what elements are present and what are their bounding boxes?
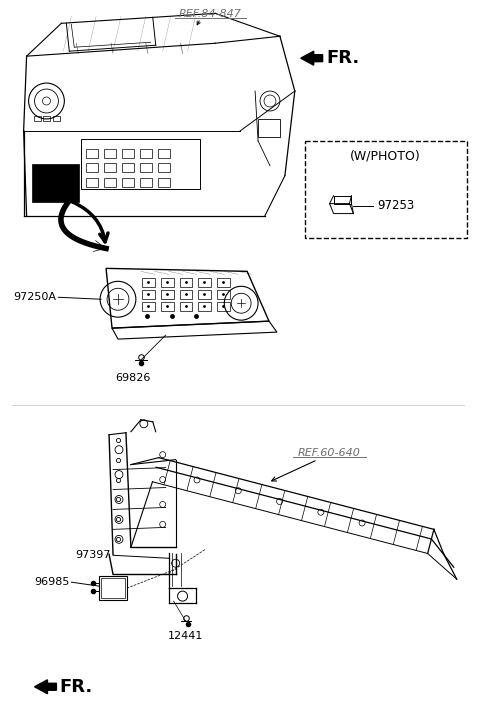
Bar	[86, 149, 98, 158]
Bar	[158, 177, 170, 187]
Text: 96985: 96985	[34, 577, 69, 587]
Bar	[140, 177, 152, 187]
Text: 97253: 97253	[377, 199, 414, 212]
Bar	[198, 290, 211, 300]
FancyArrow shape	[301, 51, 323, 65]
Text: REF.84-847: REF.84-847	[179, 9, 242, 20]
Text: 97397: 97397	[76, 550, 111, 561]
Text: 69826: 69826	[115, 373, 151, 383]
Text: FR.: FR.	[59, 678, 93, 696]
Bar	[33, 116, 41, 121]
Bar	[140, 163, 152, 172]
Bar	[217, 278, 230, 287]
Bar	[180, 302, 193, 311]
Text: (W/PHOTO): (W/PHOTO)	[350, 149, 421, 162]
Bar	[258, 119, 280, 137]
FancyArrow shape	[34, 680, 56, 694]
Bar	[54, 116, 60, 121]
Bar	[161, 290, 174, 300]
Bar	[122, 149, 134, 158]
Bar	[101, 578, 125, 598]
Bar	[86, 163, 98, 172]
Bar	[122, 177, 134, 187]
Bar	[43, 116, 51, 121]
Bar	[140, 149, 152, 158]
Bar	[198, 302, 211, 311]
Bar	[161, 278, 174, 287]
Bar	[99, 577, 127, 600]
Bar	[104, 149, 116, 158]
Bar	[217, 290, 230, 300]
Bar	[142, 302, 155, 311]
Bar	[142, 290, 155, 300]
Bar	[161, 302, 174, 311]
Bar	[198, 278, 211, 287]
Bar	[86, 177, 98, 187]
Bar	[158, 149, 170, 158]
Bar	[104, 163, 116, 172]
Bar	[217, 302, 230, 311]
Bar	[142, 278, 155, 287]
Bar	[180, 290, 193, 300]
Bar	[305, 141, 467, 238]
Bar	[81, 139, 200, 189]
Bar	[32, 164, 79, 201]
Text: FR.: FR.	[326, 49, 360, 67]
Bar	[104, 177, 116, 187]
Bar	[158, 163, 170, 172]
Bar	[122, 163, 134, 172]
Text: 12441: 12441	[168, 631, 203, 641]
Text: 97250A: 97250A	[13, 292, 56, 302]
Text: REF.60-640: REF.60-640	[298, 448, 361, 458]
Bar	[180, 278, 193, 287]
